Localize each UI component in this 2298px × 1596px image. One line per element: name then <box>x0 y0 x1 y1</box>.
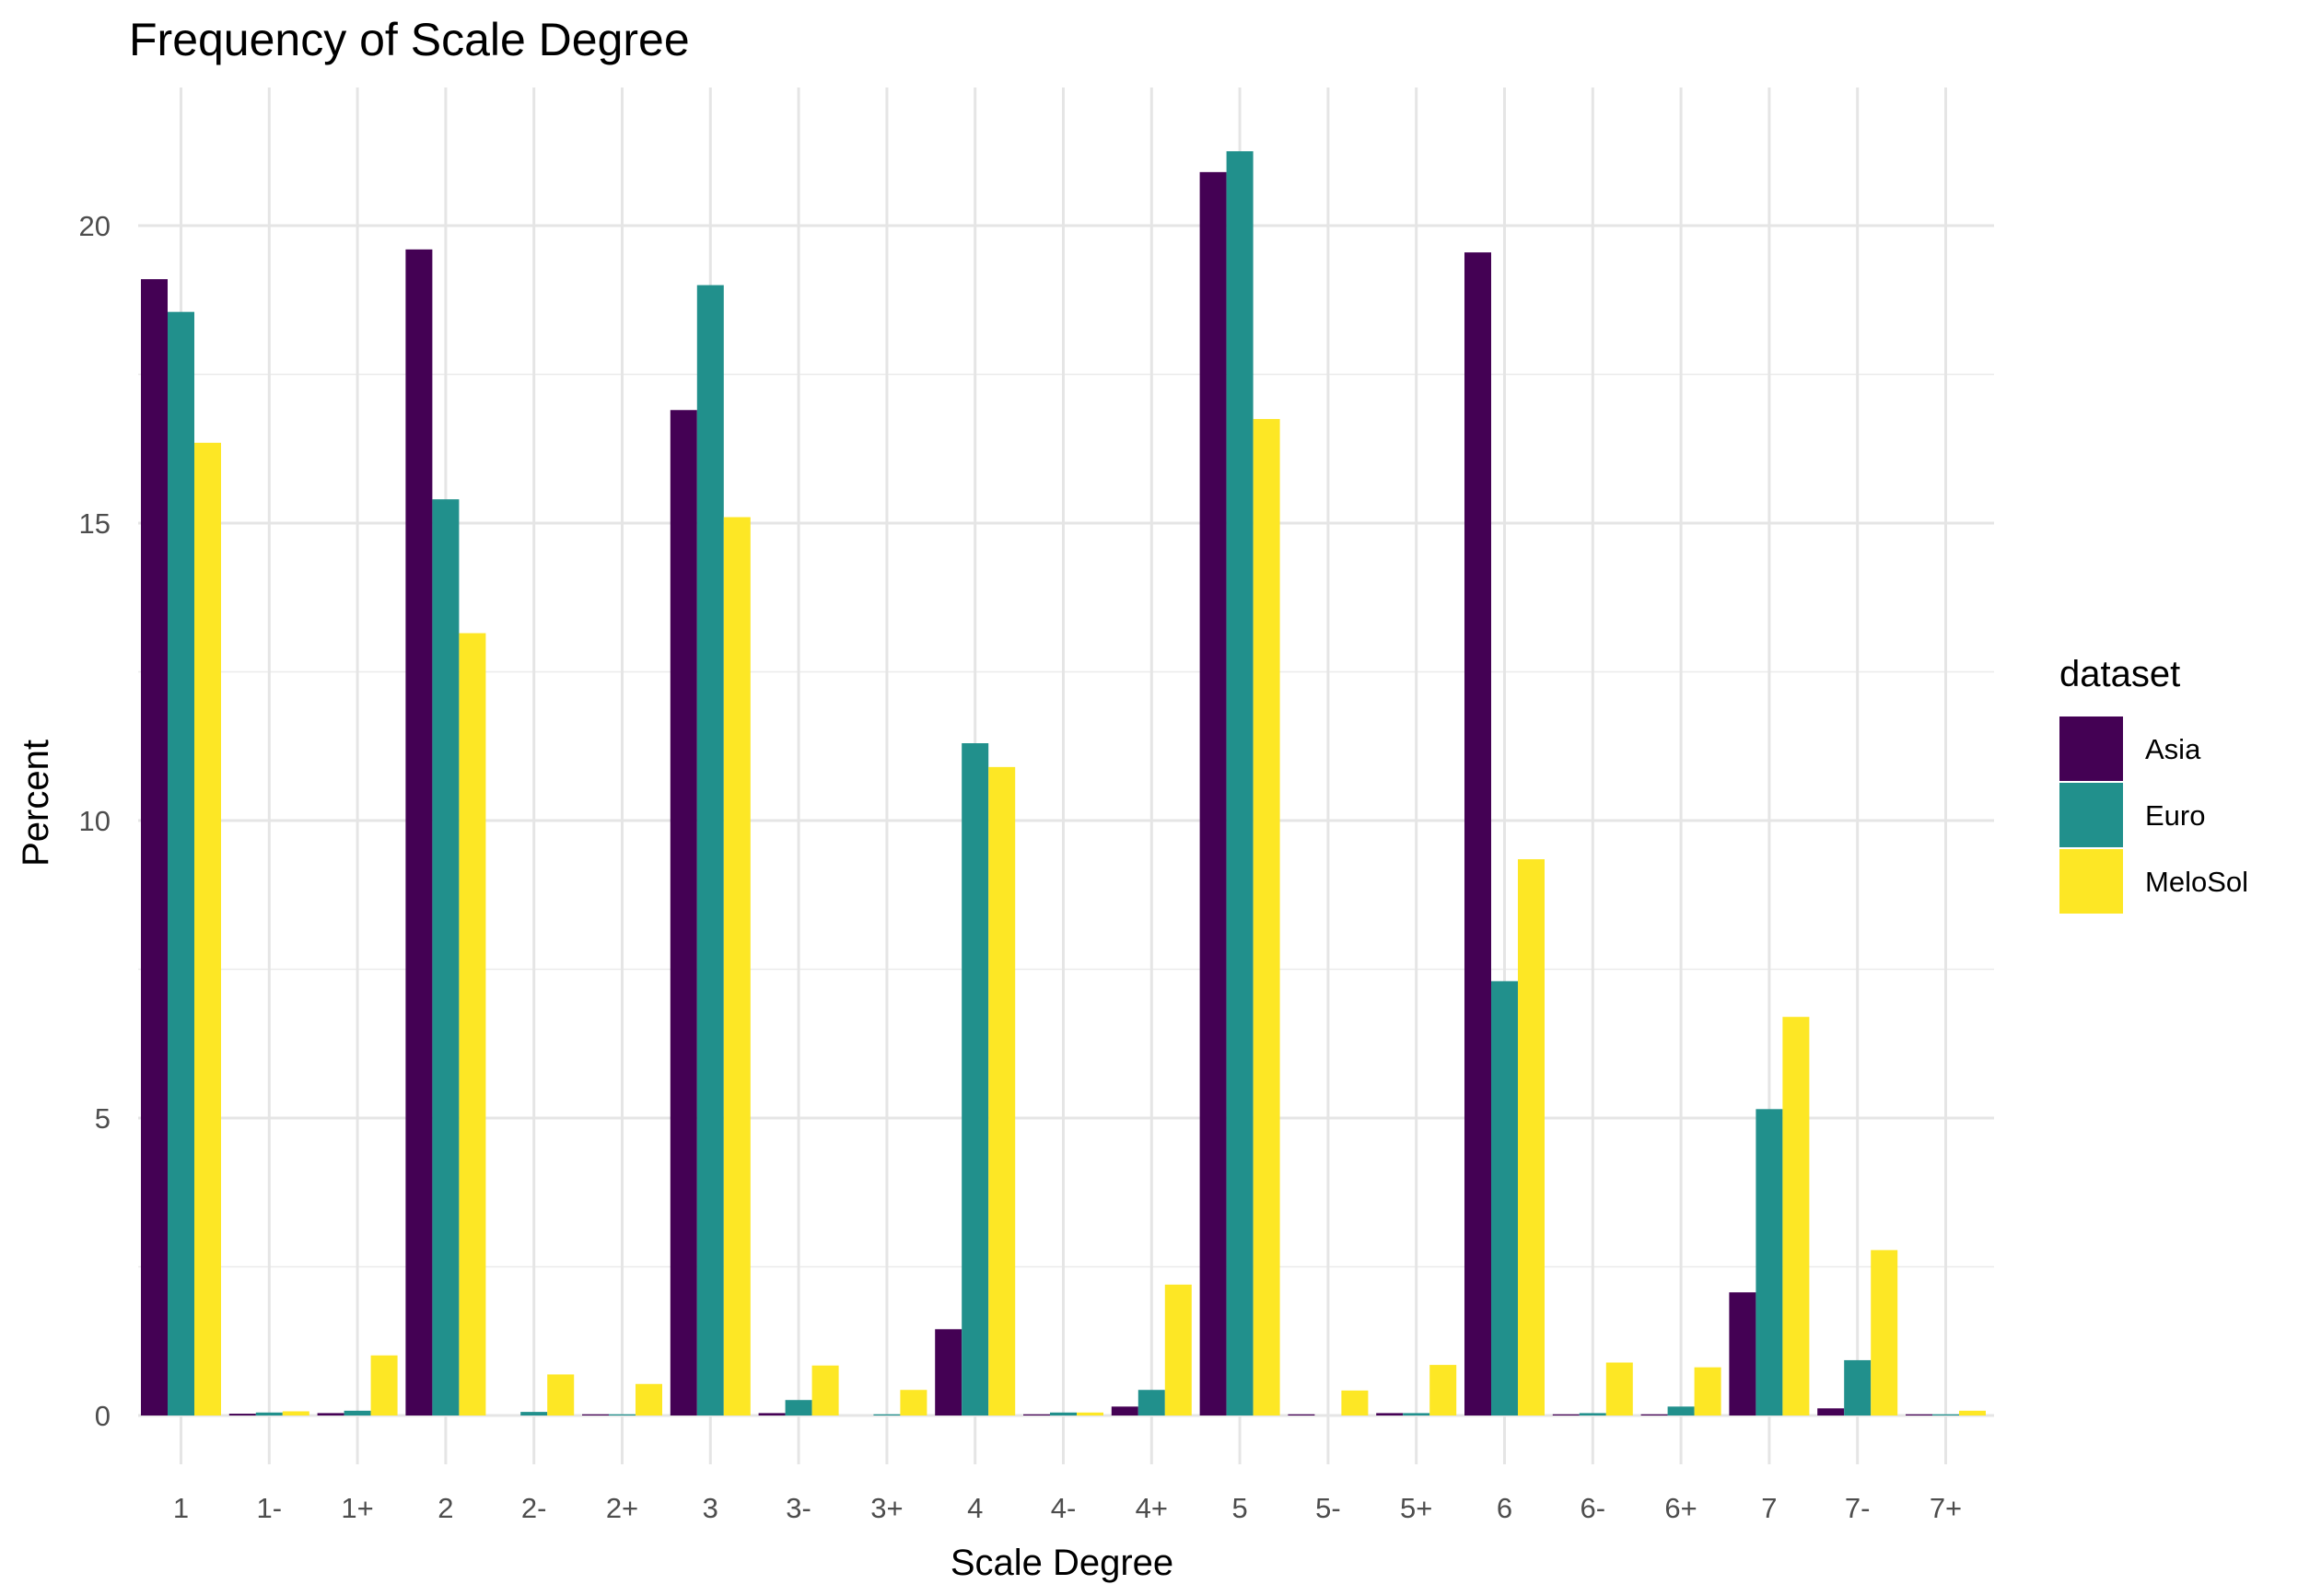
bar <box>758 1413 786 1415</box>
bar <box>1111 1406 1138 1415</box>
x-tick-label: 2 <box>437 1492 453 1524</box>
bar <box>1605 1362 1633 1415</box>
bar <box>935 1329 962 1415</box>
legend-label: Euro <box>2145 799 2205 832</box>
bar <box>1729 1292 1756 1415</box>
x-tick-label: 4- <box>1051 1492 1077 1524</box>
bar <box>723 517 751 1415</box>
x-tick-label: 5- <box>1315 1492 1341 1524</box>
x-tick-label: 2+ <box>606 1492 638 1524</box>
bar <box>1491 981 1518 1415</box>
bar <box>1756 1109 1783 1415</box>
bar <box>1137 1390 1165 1415</box>
bar <box>1871 1250 1898 1415</box>
bar <box>228 1414 256 1415</box>
bars <box>141 151 1986 1416</box>
bar <box>405 249 433 1416</box>
bar <box>1782 1017 1810 1415</box>
bar <box>1959 1410 1986 1415</box>
bar <box>459 633 486 1415</box>
y-axis-title: Percent <box>16 740 56 867</box>
x-axis-title: Scale Degree <box>951 1543 1173 1583</box>
y-axis-ticks: 0 5 10 15 20 <box>79 210 111 1432</box>
legend: dataset Asia Euro MeloSol <box>2059 654 2248 914</box>
x-tick-label: 1 <box>173 1492 189 1524</box>
x-tick-label: 4 <box>967 1492 983 1524</box>
x-tick-label: 1+ <box>341 1492 373 1524</box>
legend-label: MeloSol <box>2145 866 2248 898</box>
chart-title: Frequency of Scale Degree <box>129 14 690 65</box>
bar <box>1376 1413 1404 1415</box>
x-tick-label: 3+ <box>870 1492 903 1524</box>
bar <box>696 285 724 1416</box>
bar <box>1077 1412 1103 1415</box>
x-tick-label: 7 <box>1761 1492 1777 1524</box>
x-tick-label: 6 <box>1497 1492 1512 1524</box>
bar <box>1403 1413 1430 1415</box>
legend-label: Asia <box>2145 733 2201 765</box>
bar <box>1341 1390 1369 1415</box>
x-tick-label: 6+ <box>1664 1492 1697 1524</box>
bar <box>1226 151 1254 1415</box>
x-tick-label: 5 <box>1231 1492 1247 1524</box>
bar <box>1464 252 1491 1415</box>
y-tick-label: 15 <box>79 507 111 540</box>
bar <box>547 1374 575 1415</box>
bar <box>141 279 168 1415</box>
bar <box>1844 1359 1872 1415</box>
x-tick-label: 7+ <box>1930 1492 1962 1524</box>
bar <box>432 499 460 1415</box>
x-tick-label: 5+ <box>1400 1492 1432 1524</box>
bar <box>900 1390 927 1415</box>
bar <box>1817 1408 1845 1415</box>
x-tick-label: 7- <box>1845 1492 1871 1524</box>
bar <box>1518 858 1545 1415</box>
x-tick-label: 3- <box>786 1492 811 1524</box>
x-tick-label: 6- <box>1581 1492 1606 1524</box>
y-tick-label: 0 <box>95 1400 111 1432</box>
bar <box>317 1413 344 1415</box>
bar <box>1694 1367 1721 1415</box>
bar <box>1253 418 1280 1416</box>
x-tick-label: 2- <box>521 1492 547 1524</box>
bar <box>785 1400 812 1415</box>
y-tick-label: 10 <box>79 805 111 837</box>
legend-key <box>2059 716 2123 781</box>
bar <box>1579 1413 1606 1415</box>
bar <box>670 410 697 1415</box>
bar <box>1050 1412 1077 1415</box>
x-tick-label: 1- <box>257 1492 283 1524</box>
x-tick-label: 3 <box>703 1492 718 1524</box>
bar <box>344 1410 371 1415</box>
bar <box>168 311 194 1415</box>
bar <box>1667 1406 1695 1415</box>
bar <box>1429 1365 1457 1415</box>
x-tick-label: 4+ <box>1136 1492 1168 1524</box>
bar <box>255 1412 283 1415</box>
bar <box>811 1365 839 1415</box>
bar <box>1164 1284 1192 1415</box>
legend-key <box>2059 849 2123 914</box>
bar <box>370 1355 398 1415</box>
x-axis-ticks: 1 1- 1+ 2 2- 2+ 3 3- 3+ 4 4- 4+ 5 5- 5+ 6 6- 6+ 7 7- 7+ <box>173 1492 1962 1524</box>
legend-key <box>2059 783 2123 847</box>
bar <box>988 766 1016 1415</box>
y-tick-label: 5 <box>95 1102 111 1135</box>
y-tick-label: 20 <box>79 210 111 242</box>
bar <box>636 1383 662 1415</box>
bar <box>520 1412 548 1415</box>
bar <box>194 442 221 1415</box>
bar <box>962 743 989 1415</box>
bar <box>282 1411 309 1415</box>
legend-title: dataset <box>2059 654 2180 694</box>
bar <box>1199 171 1227 1416</box>
